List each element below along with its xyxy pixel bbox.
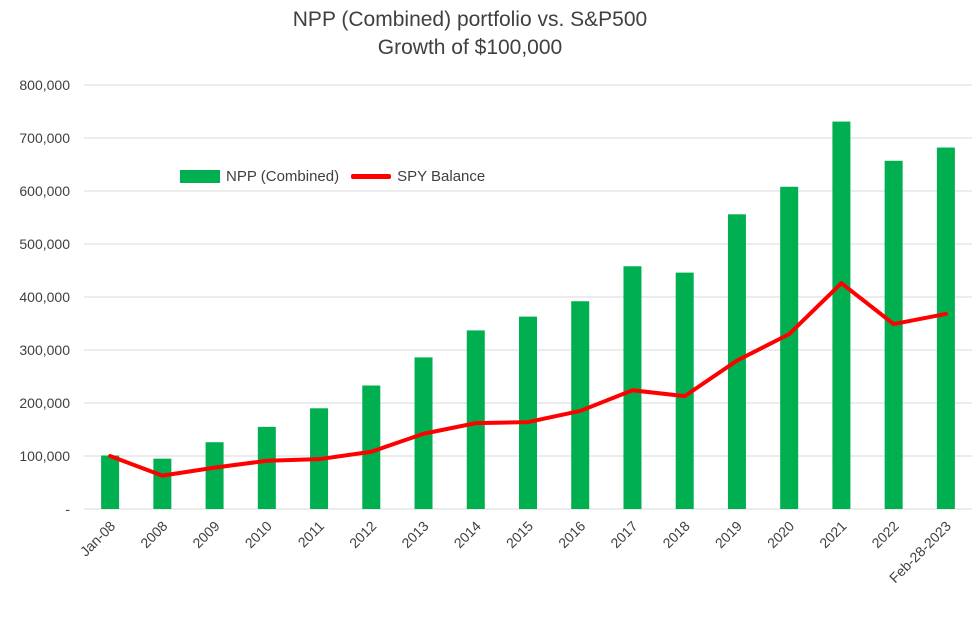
- legend-label-npp: NPP (Combined): [226, 168, 340, 185]
- y-tick-label: 800,000: [19, 77, 70, 93]
- chart-legend: NPP (Combined) SPY Balance: [180, 168, 497, 185]
- bar-npp: [205, 442, 224, 509]
- bar-npp: [780, 186, 799, 509]
- bar-npp: [884, 160, 903, 510]
- x-tick-label: 2009: [189, 518, 222, 551]
- legend-label-spy: SPY Balance: [397, 168, 486, 185]
- x-tick-label: 2022: [868, 518, 901, 551]
- legend-swatch-spy: [351, 174, 392, 179]
- bar-npp: [101, 455, 120, 509]
- x-tick-label: 2010: [242, 518, 275, 551]
- x-tick-label: 2018: [659, 518, 692, 551]
- bar-npp: [675, 272, 694, 509]
- y-tick-label: -: [65, 501, 70, 517]
- bar-npp: [623, 266, 642, 509]
- x-tick-label: 2008: [137, 518, 170, 551]
- x-tick-label: 2013: [398, 518, 431, 551]
- x-tick-label: 2012: [346, 518, 379, 551]
- bar-npp: [832, 121, 851, 509]
- x-tick-label: Jan-08: [77, 518, 119, 560]
- legend-swatch-npp: [180, 170, 220, 183]
- bar-npp: [936, 147, 955, 510]
- y-tick-label: 500,000: [19, 236, 70, 252]
- x-tick-label: 2011: [295, 518, 328, 551]
- legend-item-npp: NPP (Combined): [180, 168, 339, 185]
- chart-title: NPP (Combined) portfolio vs. S&P500: [292, 8, 648, 31]
- y-tick-label: 200,000: [19, 395, 70, 411]
- y-tick-label: 100,000: [19, 448, 70, 464]
- x-tick-label: 2020: [764, 518, 797, 551]
- x-tick-label: 2021: [816, 518, 849, 551]
- bar-npp: [362, 385, 381, 509]
- legend-item-spy: SPY Balance: [351, 168, 485, 185]
- y-tick-label: 700,000: [19, 130, 70, 146]
- x-tick-label: 2019: [712, 518, 745, 551]
- y-tick-label: 600,000: [19, 183, 70, 199]
- y-tick-label: 300,000: [19, 342, 70, 358]
- bar-npp: [466, 330, 485, 509]
- bar-npp: [571, 301, 590, 509]
- bar-npp: [153, 458, 172, 509]
- bar-npp: [519, 316, 537, 509]
- x-tick-label: 2015: [503, 518, 536, 551]
- x-tick-label: 2017: [607, 518, 640, 551]
- chart-subtitle: Growth of $100,000: [377, 36, 563, 59]
- x-tick-label: 2014: [451, 518, 484, 551]
- x-tick-label: 2016: [555, 518, 588, 551]
- y-tick-label: 400,000: [19, 289, 70, 305]
- bar-npp: [257, 426, 276, 509]
